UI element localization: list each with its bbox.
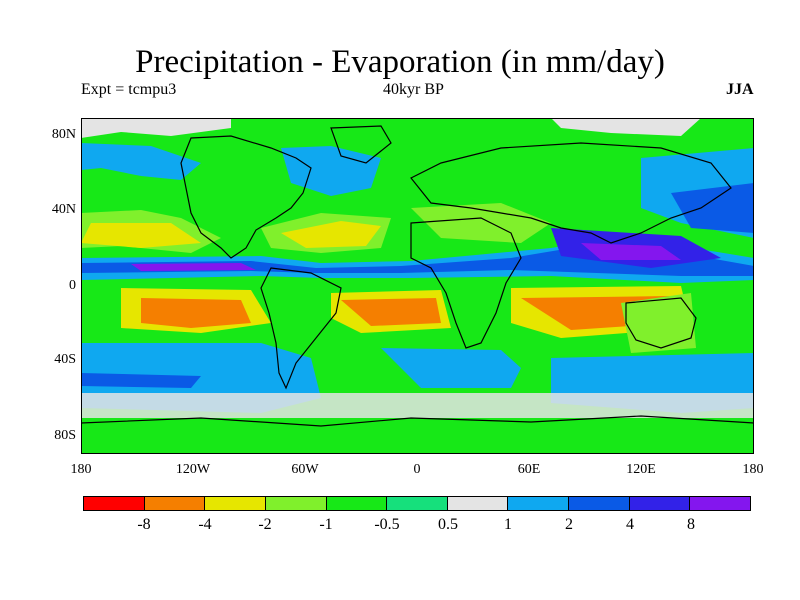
field-purple-bay-bengal	[581, 243, 681, 260]
field-orange-satl	[341, 298, 441, 326]
colorbar-box	[325, 497, 387, 510]
colorbar-label: -1	[319, 516, 333, 533]
colorbar-box	[386, 497, 447, 510]
colorbar-box	[507, 497, 569, 510]
x-tick-180e: 180	[742, 462, 764, 477]
field-blue-npac	[81, 143, 201, 180]
colorbar-label: 4	[626, 516, 634, 533]
colorbar-label: 8	[687, 516, 695, 533]
field-darkblue-nwpac	[671, 183, 754, 233]
map-canvas	[81, 118, 754, 454]
map-frame	[81, 118, 754, 454]
field-grey-arctic-e	[551, 118, 701, 136]
colorbar-box	[204, 497, 265, 510]
field-orange-sepac	[141, 298, 251, 328]
coast-africa	[410, 217, 522, 349]
colorbar-box	[446, 497, 508, 510]
field-green-antarctica	[81, 418, 754, 454]
field-yellow-nepac	[81, 223, 201, 248]
field-lightgreen-australia	[621, 293, 696, 353]
x-tick-180w: 180	[70, 462, 92, 477]
field-itcz-purple-epac	[131, 263, 256, 271]
colorbar-label: 2	[565, 516, 573, 533]
colorbar-label: -4	[198, 516, 212, 533]
coast-greenland	[330, 125, 392, 164]
y-tick-80n: 80N	[51, 127, 76, 142]
x-tick-120e: 120E	[626, 462, 656, 477]
x-tick-60w: 60W	[291, 462, 319, 477]
y-tick-40n: 40N	[51, 202, 76, 217]
coast-antarctica	[81, 415, 754, 427]
colorbar-label: 1	[504, 516, 512, 533]
map-title: Precipitation - Evaporation (in mm/day)	[135, 44, 665, 80]
colorbar-label: -0.5	[374, 516, 400, 533]
field-yellow-natl	[281, 221, 381, 248]
precip-evap-map	[81, 118, 754, 454]
coastlines	[81, 125, 754, 427]
x-tick-120w: 120W	[175, 462, 211, 477]
season-label: JJA	[726, 81, 754, 98]
x-tick-60e: 60E	[517, 462, 541, 477]
field-blue-southern-atl	[381, 348, 521, 388]
field-grey-antarctic-ring	[81, 393, 754, 418]
colorbar	[83, 496, 751, 511]
colorbar-label: -2	[258, 516, 272, 533]
coast-north-america	[180, 135, 312, 259]
colorbar-box	[264, 497, 326, 510]
y-tick-0: 0	[69, 278, 76, 293]
field-darkblue-sw-pac	[81, 373, 201, 388]
colorbar-box	[143, 497, 205, 510]
colorbar-box	[568, 497, 629, 510]
field-lightgreen-sahara	[411, 203, 551, 243]
y-tick-80s: 80S	[54, 428, 76, 443]
colorbar-label: -8	[137, 516, 151, 533]
experiment-label: Expt = tcmpu3	[81, 81, 177, 98]
coast-eurasia	[410, 142, 732, 244]
colorbar-box	[689, 497, 751, 510]
coast-south-america	[260, 267, 342, 390]
colorbar-box	[84, 497, 144, 510]
colorbar-label: 0.5	[438, 516, 458, 533]
colorbar-box	[628, 497, 690, 510]
coast-australia	[625, 297, 697, 349]
x-tick-0: 0	[413, 462, 421, 477]
y-tick-40s: 40S	[54, 352, 76, 367]
field-grey-arctic-w	[81, 118, 231, 138]
period-label: 40kyr BP	[383, 81, 444, 98]
